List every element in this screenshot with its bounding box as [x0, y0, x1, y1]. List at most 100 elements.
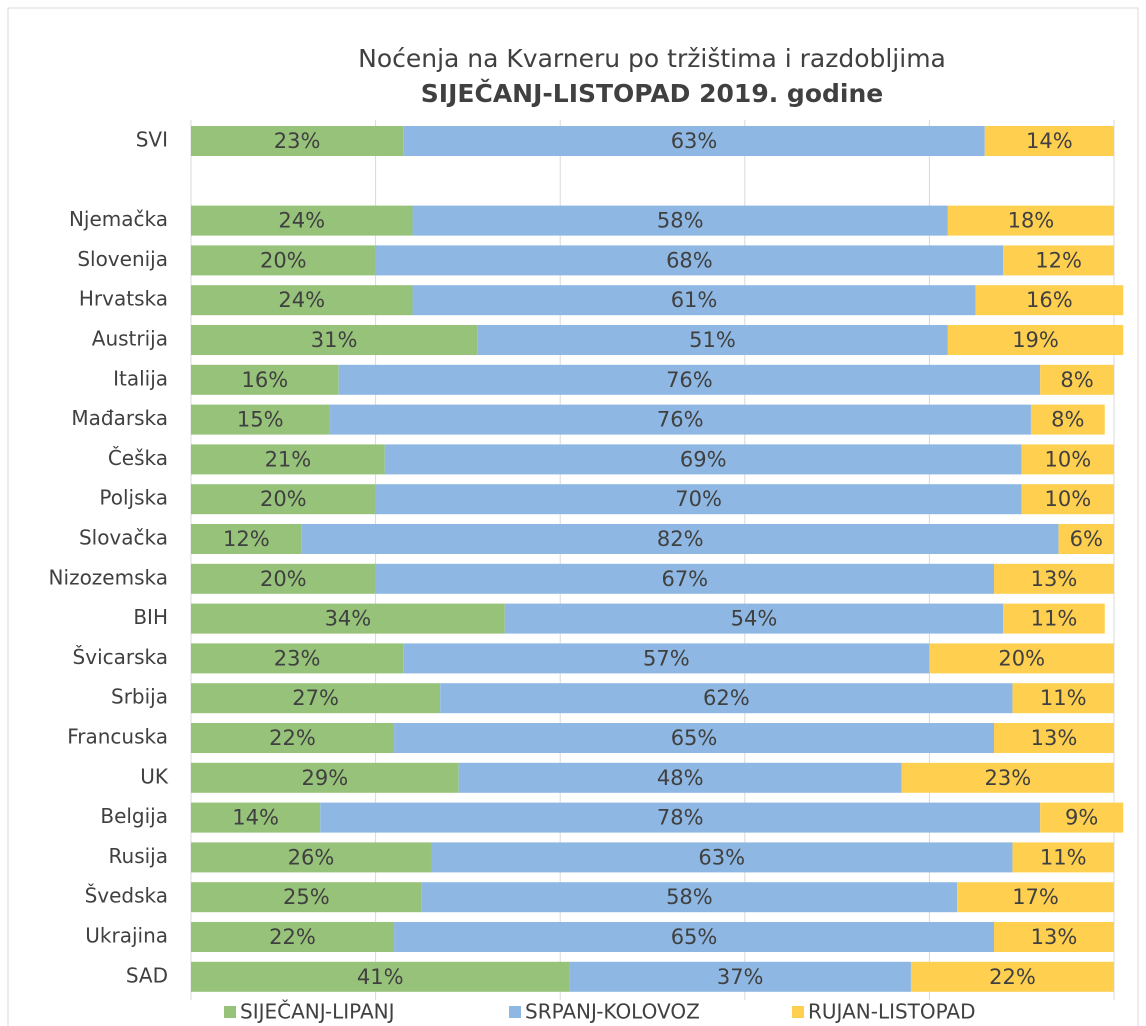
- data-label: 41%: [357, 965, 404, 989]
- y-tick-label: Švedska: [85, 884, 168, 908]
- data-label: 18%: [1008, 209, 1055, 233]
- legend-label: RUJAN-LISTOPAD: [808, 1000, 976, 1024]
- chart-subtitle: SIJEČANJ-LISTOPAD 2019. godine: [421, 78, 883, 108]
- bar-segment: [1003, 245, 1114, 276]
- data-label: 61%: [671, 288, 718, 312]
- bar-segment: [191, 882, 422, 913]
- legend-label: SIJEČANJ-LIPANJ: [240, 1000, 395, 1024]
- bar-segment: [421, 882, 958, 913]
- y-tick-label: Njemačka: [69, 207, 168, 231]
- legend-label: SRPANJ-KOLOVOZ: [525, 1000, 700, 1024]
- data-label: 22%: [269, 925, 316, 949]
- bar-segment: [191, 961, 570, 992]
- data-label: 8%: [1060, 368, 1093, 392]
- bar-segment: [1003, 603, 1105, 634]
- y-tick-label: Belgija: [100, 804, 168, 828]
- bar-segment: [947, 205, 1114, 236]
- bar-segment: [910, 961, 1114, 992]
- bar-segment: [375, 484, 1022, 515]
- bar-segment: [191, 842, 431, 873]
- data-label: 76%: [666, 368, 713, 392]
- data-label: 68%: [666, 248, 713, 272]
- bar-segment: [191, 563, 376, 594]
- bar-segment: [947, 325, 1124, 355]
- data-label: 78%: [657, 806, 704, 830]
- data-label: 13%: [1031, 925, 1078, 949]
- data-label: 19%: [1012, 328, 1059, 352]
- data-label: 63%: [698, 845, 745, 869]
- data-label: 20%: [260, 487, 307, 511]
- bar-segment: [301, 524, 1059, 554]
- data-label: 6%: [1070, 527, 1103, 551]
- data-label: 58%: [666, 885, 713, 909]
- data-label: 12%: [1035, 248, 1082, 272]
- bar-segment: [477, 325, 948, 355]
- bar-segment: [1040, 364, 1114, 395]
- bar-segment: [329, 404, 1031, 435]
- bar-segment: [191, 723, 395, 753]
- data-label: 15%: [237, 408, 284, 432]
- data-label: 20%: [998, 646, 1045, 670]
- data-label: 13%: [1031, 726, 1078, 750]
- data-label: 14%: [232, 806, 279, 830]
- y-tick-label: Mađarska: [71, 406, 168, 430]
- bar-segment: [1021, 484, 1114, 515]
- bar-segment: [191, 325, 478, 355]
- chart-title: Noćenja na Kvarneru po tržištima i razdo…: [358, 44, 946, 73]
- data-label: 69%: [680, 447, 727, 471]
- bar-segment: [957, 882, 1114, 913]
- bar-segment: [191, 126, 404, 156]
- bar-segment: [191, 603, 505, 634]
- data-label: 57%: [643, 646, 690, 670]
- y-tick-label: Austrija: [92, 327, 168, 351]
- data-label: 17%: [1012, 885, 1059, 909]
- y-tick-label: Poljska: [99, 486, 168, 510]
- data-label: 11%: [1040, 845, 1087, 869]
- bar-segment: [191, 802, 321, 833]
- data-label: 65%: [671, 726, 718, 750]
- bar-segment: [191, 285, 413, 316]
- data-label: 20%: [260, 248, 307, 272]
- bar-segment: [191, 484, 376, 515]
- bar-segment: [412, 205, 948, 236]
- bar-segment: [403, 126, 985, 156]
- data-label: 13%: [1031, 567, 1078, 591]
- y-tick-label: Nizozemska: [49, 565, 168, 589]
- y-tick-label: BIH: [133, 605, 168, 629]
- bar-segment: [901, 762, 1114, 793]
- bar-segment: [191, 524, 302, 554]
- bar-segment: [375, 563, 995, 594]
- bar-segment: [191, 364, 339, 395]
- bar-segment: [458, 762, 902, 793]
- data-label: 10%: [1045, 487, 1092, 511]
- data-label: 62%: [703, 686, 750, 710]
- data-label: 23%: [274, 129, 321, 153]
- y-tick-label: Francuska: [67, 725, 168, 749]
- chart-border: [7, 7, 1139, 1026]
- y-tick-label: Rusija: [109, 844, 168, 868]
- data-label: 20%: [260, 567, 307, 591]
- y-tick-label: SAD: [126, 963, 168, 987]
- y-tick-label: Švicarska: [73, 645, 168, 669]
- data-label: 76%: [657, 408, 704, 432]
- bar-segment: [994, 922, 1114, 952]
- bar-segment: [191, 205, 413, 236]
- y-tick-label: Srbija: [111, 685, 168, 709]
- data-label: 26%: [288, 845, 335, 869]
- y-tick-label: Češka: [108, 446, 168, 470]
- data-label: 8%: [1051, 408, 1084, 432]
- bar-segment: [1012, 842, 1114, 873]
- bar-segment: [403, 643, 930, 674]
- bar-segment: [504, 603, 1004, 634]
- bar-segment: [394, 723, 995, 753]
- legend-swatch: [224, 1006, 236, 1018]
- data-label: 12%: [223, 527, 270, 551]
- data-label: 16%: [1026, 288, 1073, 312]
- data-label: 82%: [657, 527, 704, 551]
- bar-segment: [1058, 524, 1114, 554]
- data-label: 22%: [989, 965, 1036, 989]
- data-label: 31%: [311, 328, 358, 352]
- bar-segment: [384, 444, 1022, 475]
- data-label: 54%: [731, 607, 778, 631]
